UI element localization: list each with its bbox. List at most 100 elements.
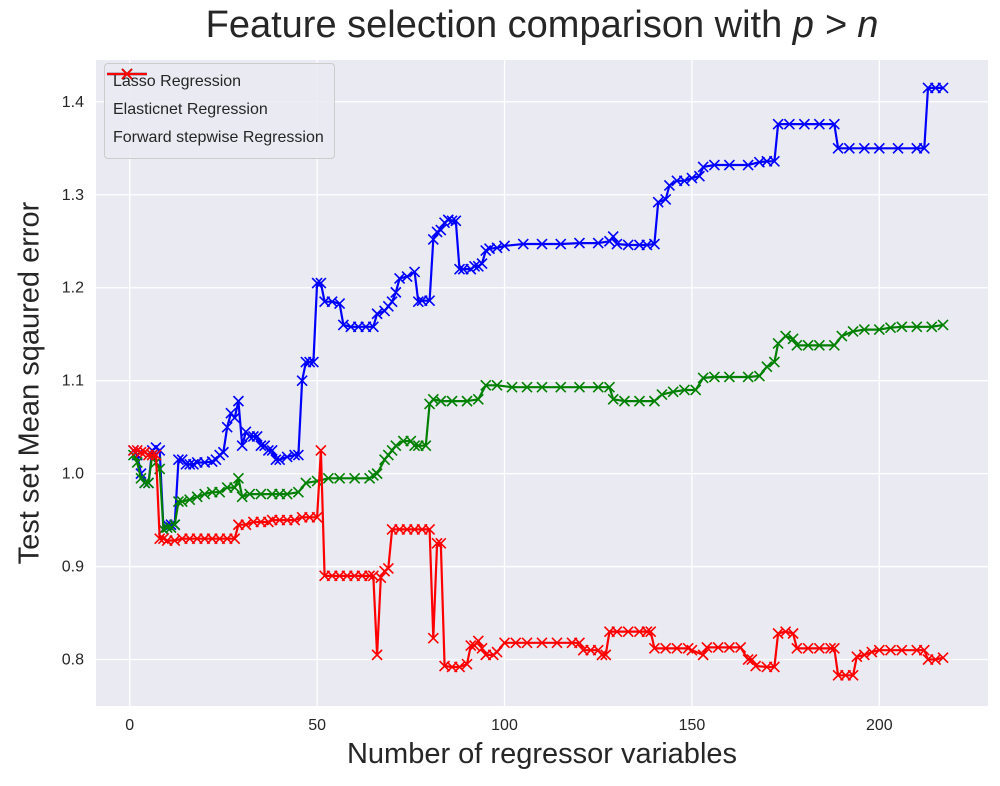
series-0 bbox=[127, 82, 949, 535]
data-point bbox=[611, 238, 623, 250]
legend-item: Elasticnet Regression bbox=[107, 68, 324, 124]
legend-label: Elasticnet Regression bbox=[113, 101, 268, 118]
data-point bbox=[146, 449, 158, 461]
data-point bbox=[349, 472, 361, 484]
data-point bbox=[221, 421, 233, 433]
data-point bbox=[813, 339, 825, 351]
data-point bbox=[746, 653, 758, 666]
series-1 bbox=[127, 319, 949, 535]
data-point bbox=[498, 240, 511, 252]
legend-label: Lasso Regression bbox=[113, 73, 242, 90]
data-point bbox=[603, 381, 616, 393]
data-point bbox=[491, 646, 503, 658]
data-point bbox=[787, 333, 799, 345]
data-point bbox=[311, 511, 323, 523]
data-point bbox=[244, 488, 256, 500]
data-point bbox=[858, 142, 870, 154]
data-point bbox=[660, 193, 672, 205]
y-tick-label: 1.2 bbox=[62, 280, 84, 297]
data-point bbox=[536, 381, 548, 393]
data-point bbox=[884, 644, 897, 656]
data-point bbox=[645, 626, 657, 638]
data-point bbox=[435, 395, 447, 407]
data-point bbox=[214, 486, 226, 498]
data-point bbox=[697, 372, 709, 384]
data-point bbox=[873, 644, 885, 656]
data-point bbox=[678, 384, 690, 396]
data-point bbox=[420, 440, 432, 452]
data-point bbox=[480, 379, 492, 391]
data-point bbox=[573, 637, 586, 649]
data-point bbox=[296, 375, 308, 387]
y-tick-label: 1.4 bbox=[62, 94, 84, 111]
data-point bbox=[708, 371, 720, 383]
data-point bbox=[667, 386, 679, 398]
data-point bbox=[386, 296, 398, 308]
data-point bbox=[255, 440, 267, 452]
data-point bbox=[772, 118, 784, 130]
data-point bbox=[517, 238, 529, 250]
data-point bbox=[435, 224, 447, 236]
data-point bbox=[783, 118, 795, 130]
data-point bbox=[708, 159, 720, 171]
data-point bbox=[446, 215, 458, 227]
data-point bbox=[896, 644, 908, 656]
data-point bbox=[498, 637, 511, 649]
data-point bbox=[435, 537, 447, 549]
x-tick-label: 200 bbox=[866, 717, 893, 734]
data-point bbox=[304, 356, 316, 368]
data-point bbox=[300, 477, 312, 489]
data-point bbox=[315, 277, 327, 289]
data-point bbox=[742, 159, 754, 171]
data-point bbox=[573, 237, 586, 249]
data-point bbox=[311, 277, 323, 289]
data-point bbox=[307, 356, 319, 368]
data-point bbox=[836, 330, 848, 342]
data-point bbox=[911, 321, 923, 333]
data-point bbox=[315, 444, 327, 456]
data-point bbox=[139, 477, 151, 489]
data-point bbox=[813, 642, 825, 654]
data-point bbox=[753, 370, 765, 382]
data-point bbox=[364, 570, 376, 582]
y-tick-label: 0.8 bbox=[62, 652, 84, 669]
data-point bbox=[918, 644, 930, 656]
data-point bbox=[937, 319, 949, 331]
data-point bbox=[423, 295, 436, 307]
data-point bbox=[873, 323, 885, 336]
data-point bbox=[322, 472, 334, 484]
data-point bbox=[371, 468, 383, 480]
data-point bbox=[427, 233, 439, 245]
series-2 bbox=[127, 444, 949, 681]
data-point bbox=[780, 330, 792, 342]
data-point bbox=[663, 179, 675, 192]
data-point bbox=[281, 488, 293, 500]
data-point bbox=[735, 641, 747, 654]
data-point bbox=[453, 661, 466, 673]
data-point bbox=[232, 472, 244, 484]
data-point bbox=[611, 626, 623, 638]
data-point bbox=[937, 82, 949, 94]
data-point bbox=[723, 641, 735, 654]
data-point bbox=[468, 260, 481, 272]
data-point bbox=[607, 231, 619, 243]
data-point bbox=[409, 266, 421, 278]
data-point bbox=[450, 215, 462, 227]
data-point bbox=[217, 446, 229, 458]
x-tick-label: 100 bbox=[491, 717, 518, 734]
data-point bbox=[161, 521, 173, 534]
data-point bbox=[536, 238, 548, 250]
data-point bbox=[828, 642, 840, 654]
data-point bbox=[184, 494, 196, 506]
data-point bbox=[761, 361, 773, 373]
legend-item: Forward stepwise Regression bbox=[107, 68, 324, 152]
data-point bbox=[229, 533, 241, 545]
data-point bbox=[506, 381, 518, 393]
data-point bbox=[289, 514, 301, 526]
data-point bbox=[858, 323, 870, 336]
data-point bbox=[697, 649, 709, 661]
data-point bbox=[191, 491, 203, 503]
data-point bbox=[289, 449, 301, 461]
data-point bbox=[453, 263, 466, 275]
